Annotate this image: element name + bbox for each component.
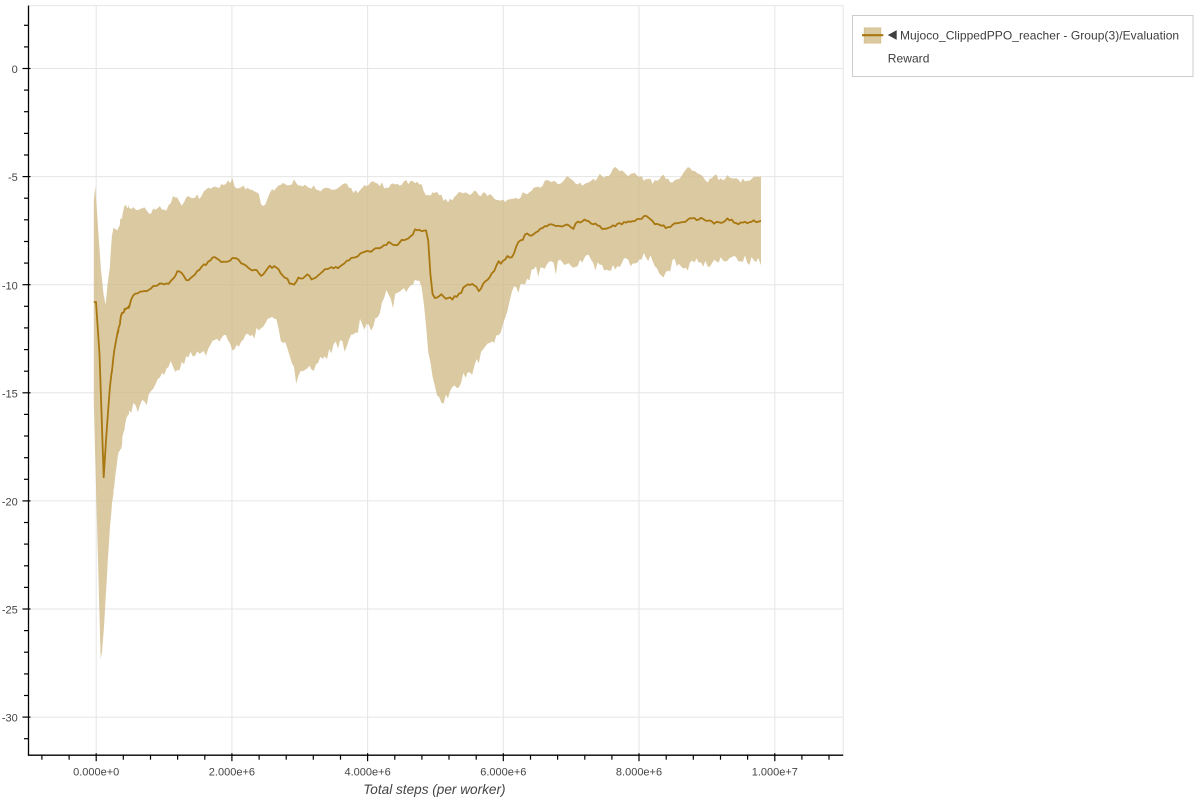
- svg-text:-25: -25: [2, 605, 18, 617]
- svg-text:Total steps (per worker): Total steps (per worker): [363, 782, 505, 797]
- svg-text:6.000e+6: 6.000e+6: [480, 767, 526, 779]
- svg-text:Mujoco_ClippedPPO_reacher - Gr: Mujoco_ClippedPPO_reacher - Group(3)/Eva…: [900, 28, 1179, 42]
- svg-text:-10: -10: [2, 280, 18, 292]
- svg-text:0.000e+0: 0.000e+0: [73, 767, 119, 779]
- svg-text:1.000e+7: 1.000e+7: [752, 767, 798, 779]
- svg-text:-15: -15: [2, 388, 18, 400]
- svg-text:-20: -20: [2, 497, 18, 509]
- svg-text:Reward: Reward: [888, 52, 930, 66]
- svg-text:4.000e+6: 4.000e+6: [345, 767, 391, 779]
- svg-text:-30: -30: [2, 713, 18, 725]
- svg-text:0: 0: [12, 64, 18, 76]
- svg-text:8.000e+6: 8.000e+6: [616, 767, 662, 779]
- svg-text:-5: -5: [8, 172, 18, 184]
- svg-text:2.000e+6: 2.000e+6: [209, 767, 255, 779]
